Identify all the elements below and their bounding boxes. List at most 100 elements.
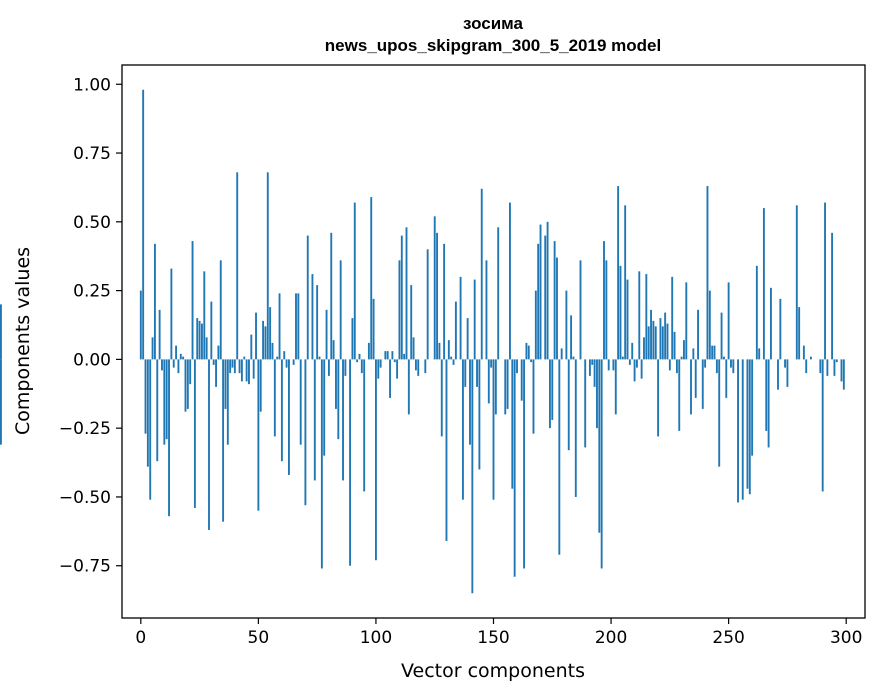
bar-150 <box>492 359 495 500</box>
bar-149 <box>490 359 493 368</box>
bar-162 <box>520 359 523 401</box>
bar-34 <box>219 260 222 360</box>
bar-204 <box>619 265 622 360</box>
bar-266 <box>765 359 768 431</box>
bar-83 <box>335 359 337 409</box>
bar-263 <box>758 348 761 360</box>
bar-230 <box>680 356 683 360</box>
bar-15 <box>175 345 178 360</box>
bar-197 <box>603 241 605 360</box>
bar-undefined <box>0 304 2 360</box>
bar-194 <box>596 359 598 429</box>
bar-292 <box>826 359 829 376</box>
bar-102 <box>379 359 382 368</box>
bar-93 <box>358 353 361 360</box>
bar-250 <box>727 282 730 360</box>
bar-11 <box>165 359 168 440</box>
bar-112 <box>403 353 406 360</box>
bar-244 <box>713 345 716 360</box>
bar-221 <box>659 318 662 360</box>
y-tick-label: −0.50 <box>59 488 111 508</box>
bar-46 <box>248 359 250 385</box>
bar-16 <box>177 359 180 374</box>
bar-140 <box>469 359 471 445</box>
plot-frame <box>121 64 866 619</box>
bar-206 <box>624 205 627 360</box>
bar-210 <box>633 359 636 382</box>
bar-295 <box>833 359 836 376</box>
bar-132 <box>450 356 453 360</box>
bar-268 <box>770 287 772 360</box>
bar-60 <box>280 359 283 462</box>
bar-275 <box>786 359 789 387</box>
bar-74 <box>313 359 316 481</box>
bar-242 <box>708 290 711 360</box>
bar-128 <box>440 359 443 437</box>
bar-245 <box>715 359 718 374</box>
bar-67 <box>297 293 300 360</box>
bar-265 <box>762 208 765 360</box>
bar-196 <box>600 359 603 569</box>
bar-38 <box>229 359 232 374</box>
bar-8 <box>158 309 161 360</box>
bar-246 <box>718 359 721 467</box>
bar-202 <box>614 359 617 415</box>
bar-40 <box>233 359 236 374</box>
bar-70 <box>304 359 307 506</box>
bar-274 <box>784 359 786 368</box>
bar-63 <box>288 359 290 475</box>
bar-192 <box>591 359 594 365</box>
bar-79 <box>325 309 328 360</box>
bar-14 <box>172 359 175 368</box>
bar-160 <box>516 359 518 374</box>
bar-211 <box>635 359 638 368</box>
bar-184 <box>572 356 575 360</box>
bar-0 <box>139 290 142 360</box>
bar-5 <box>151 337 154 360</box>
bar-31 <box>212 359 215 365</box>
bar-139 <box>466 318 469 360</box>
bar-226 <box>671 276 674 360</box>
x-tick-label: 200 <box>595 628 627 648</box>
bar-280 <box>798 307 801 360</box>
bar-7 <box>156 359 159 462</box>
bar-121 <box>424 359 427 374</box>
y-tick-label: 1.00 <box>73 75 111 95</box>
bar-248 <box>722 356 725 360</box>
bar-65 <box>292 359 295 365</box>
bar-214 <box>643 337 645 360</box>
bar-129 <box>443 243 446 360</box>
bar-185 <box>574 359 577 497</box>
bar-223 <box>664 312 667 360</box>
bar-144 <box>478 359 481 470</box>
bar-182 <box>567 359 570 451</box>
bar-99 <box>372 298 375 360</box>
bar-42 <box>238 359 241 374</box>
bar-271 <box>777 359 779 390</box>
bar-136 <box>459 276 462 360</box>
bar-85 <box>339 260 342 360</box>
bar-52 <box>262 320 265 360</box>
bar-243 <box>711 345 714 360</box>
bar-240 <box>704 359 707 368</box>
bar-27 <box>203 271 206 360</box>
bar-234 <box>690 359 692 415</box>
y-tick-label: 0.50 <box>73 213 111 233</box>
bar-166 <box>530 359 533 363</box>
y-tick-label: 0.75 <box>73 144 111 164</box>
bar-32 <box>215 359 217 387</box>
bar-155 <box>504 359 507 415</box>
bar-260 <box>751 359 754 456</box>
x-tick-label: 300 <box>830 628 862 648</box>
bar-163 <box>523 359 526 569</box>
bar-232 <box>685 282 688 360</box>
bar-174 <box>548 359 551 429</box>
bar-252 <box>732 359 735 374</box>
bar-3 <box>146 359 149 467</box>
bar-272 <box>779 298 782 360</box>
bar-170 <box>539 224 542 360</box>
bar-6 <box>153 243 156 360</box>
bar-130 <box>445 359 448 541</box>
bar-151 <box>494 359 497 415</box>
bar-178 <box>558 359 561 555</box>
